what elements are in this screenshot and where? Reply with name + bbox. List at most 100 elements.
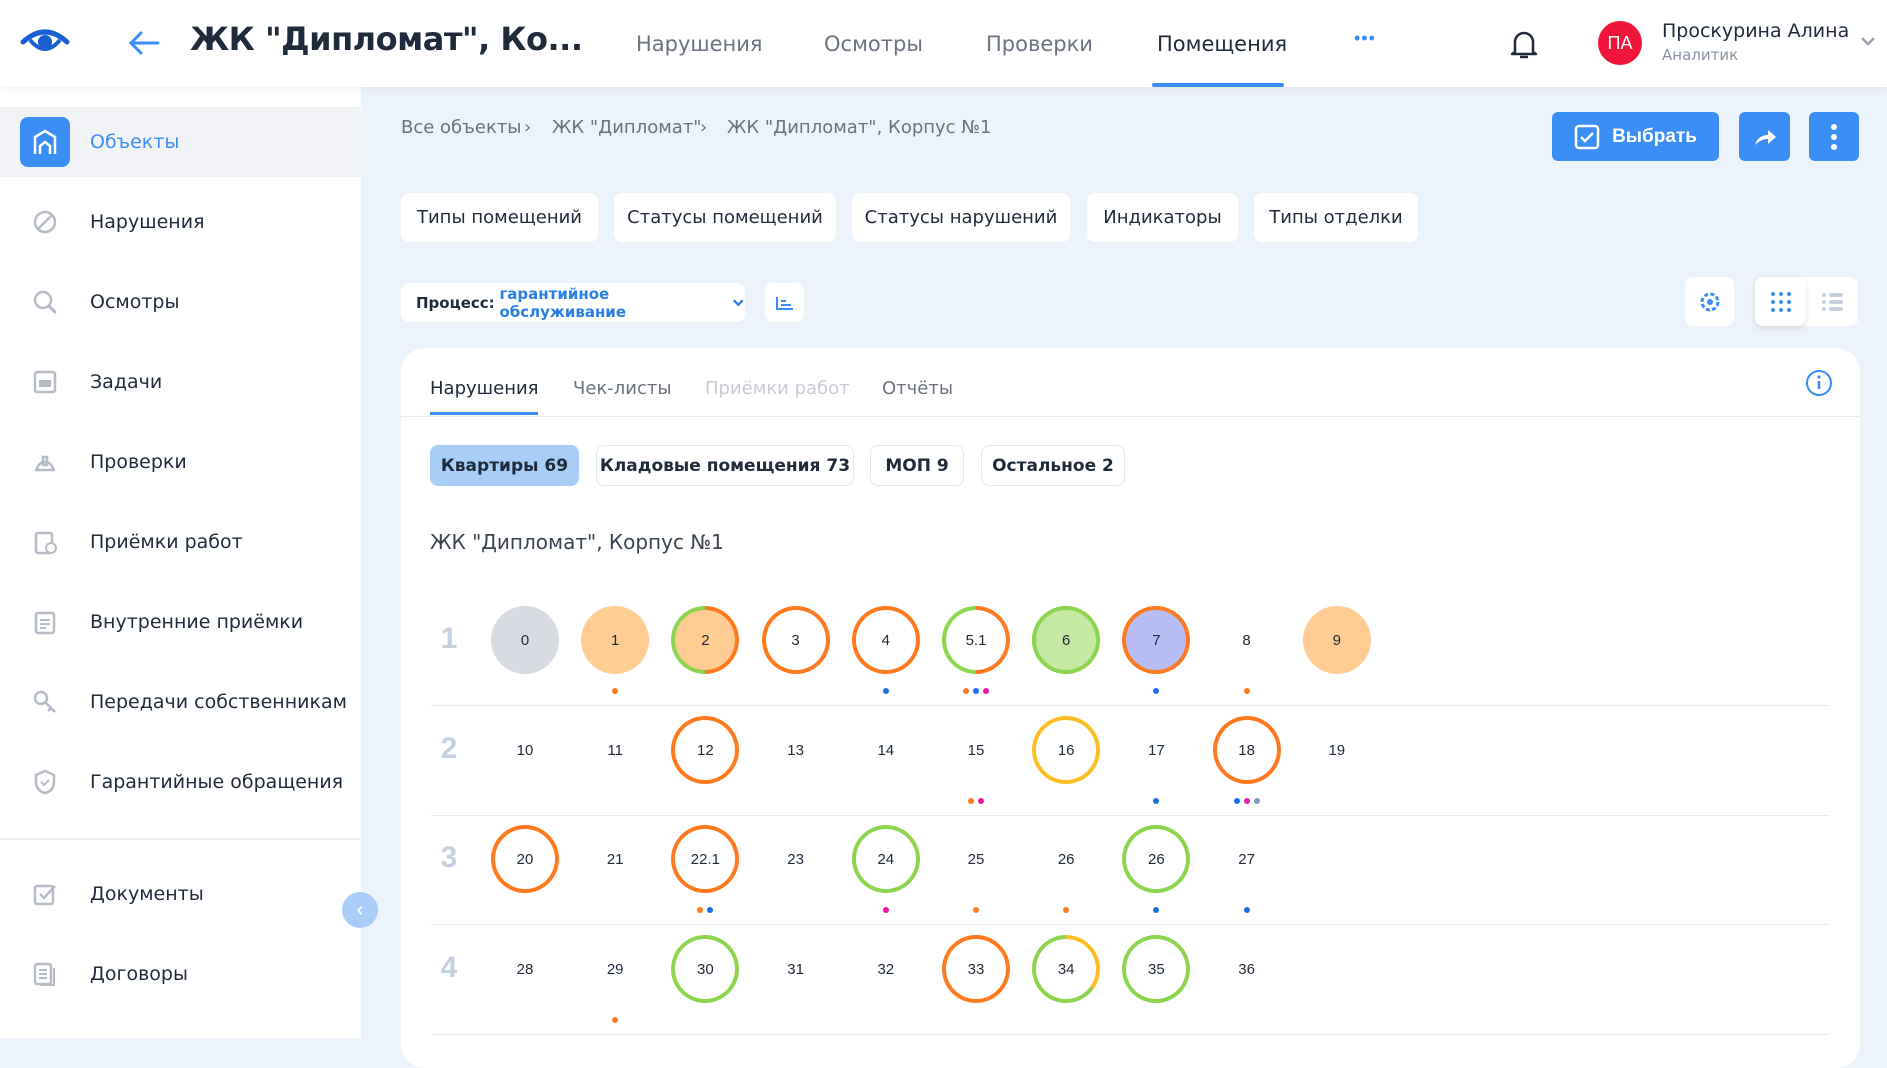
apartment-cell[interactable]: 8 xyxy=(1213,606,1281,674)
apartment-cell[interactable]: 27 xyxy=(1213,825,1281,893)
tab[interactable]: Чек-листы xyxy=(573,378,672,399)
breadcrumb-all-objects[interactable]: Все объекты xyxy=(401,117,522,138)
nav-inspections[interactable]: Осмотры xyxy=(824,32,923,56)
grid-dots-icon xyxy=(1770,291,1791,312)
breadcrumb-separator: › xyxy=(524,117,532,138)
category-chip[interactable]: Квартиры 69 xyxy=(430,445,579,486)
apartment-cell[interactable]: 18 xyxy=(1212,716,1281,784)
apartment-cell[interactable]: 36 xyxy=(1213,935,1281,1003)
apartment-cell[interactable]: 2 xyxy=(671,606,740,674)
nav-violations[interactable]: Нарушения xyxy=(636,32,763,56)
filter-button[interactable]: Статусы нарушений xyxy=(852,193,1070,242)
apartment-cell[interactable]: 26 xyxy=(1122,825,1191,893)
apartment-cell[interactable]: 30 xyxy=(671,935,740,1003)
apartment-cell[interactable]: 26 xyxy=(1032,825,1100,893)
settings-button[interactable] xyxy=(1685,277,1734,326)
apartment-cell[interactable]: 9 xyxy=(1302,606,1371,674)
sidebar-item[interactable]: Приёмки работ xyxy=(0,507,361,577)
eye-logo-icon[interactable] xyxy=(20,28,70,56)
filter-button[interactable]: Типы помещений xyxy=(401,193,598,242)
sidebar-item[interactable]: Проверки xyxy=(0,427,361,497)
nav-premises[interactable]: Помещения xyxy=(1157,32,1288,56)
apartment-cell[interactable]: 33 xyxy=(942,935,1010,1003)
apartment-cell[interactable]: 22.1 xyxy=(671,825,740,893)
indicator-dot-orange xyxy=(697,907,704,913)
apartment-cell[interactable]: 1 xyxy=(581,606,650,674)
back-arrow-icon[interactable] xyxy=(128,30,160,56)
category-chip[interactable]: МОП 9 xyxy=(870,445,964,486)
bell-icon[interactable] xyxy=(1509,28,1539,60)
apartment-cell[interactable]: 16 xyxy=(1032,716,1101,784)
checkbox-icon xyxy=(24,873,66,915)
filter-button[interactable]: Типы отделки xyxy=(1254,193,1418,242)
sidebar-item[interactable]: Внутренние приёмки xyxy=(0,587,361,657)
checkbox-icon xyxy=(1574,124,1600,149)
select-button[interactable]: Выбрать xyxy=(1552,112,1719,161)
apartment-cell[interactable]: 7 xyxy=(1122,606,1191,674)
apartment-cell[interactable]: 15 xyxy=(942,716,1010,784)
documents-icon xyxy=(24,953,66,995)
apartment-cell[interactable]: 11 xyxy=(581,716,649,784)
apartment-cell[interactable]: 31 xyxy=(762,935,830,1003)
apartment-cell[interactable]: 13 xyxy=(762,716,830,784)
indicator-dots xyxy=(852,688,920,694)
sidebar-item[interactable]: Задачи xyxy=(0,347,361,417)
breadcrumb-complex[interactable]: ЖК "Дипломат" xyxy=(552,117,702,138)
apartment-number: 2 xyxy=(675,610,736,670)
apartment-cell[interactable]: 5.1 xyxy=(942,606,1010,674)
category-chip[interactable]: Кладовые помещения 73 xyxy=(596,445,854,486)
apartment-cell[interactable]: 28 xyxy=(491,935,559,1003)
apartment-cell[interactable]: 23 xyxy=(762,825,830,893)
apartment-cell[interactable]: 34 xyxy=(1032,935,1101,1003)
avatar[interactable]: ПА xyxy=(1598,21,1642,65)
sort-button[interactable] xyxy=(765,283,804,322)
apartment-cell[interactable]: 25 xyxy=(942,825,1010,893)
chevron-down-icon[interactable] xyxy=(1860,36,1876,46)
sidebar-item[interactable]: Передачи собственникам xyxy=(0,667,361,737)
collapse-sidebar-button[interactable]: ‹ xyxy=(342,892,378,928)
apartment-number: 35 xyxy=(1126,939,1187,999)
apartment-cell[interactable]: 14 xyxy=(852,716,920,784)
clipboard-check-icon xyxy=(24,521,66,563)
apartment-cell[interactable]: 24 xyxy=(851,825,920,893)
info-icon[interactable] xyxy=(1805,369,1833,397)
apartment-cell[interactable]: 4 xyxy=(851,606,920,674)
apartment-cell[interactable]: 20 xyxy=(491,825,559,893)
apartment-cell[interactable]: 6 xyxy=(1032,606,1101,674)
category-chip[interactable]: Остальное 2 xyxy=(981,445,1125,486)
key-icon xyxy=(24,681,66,723)
list-view-button[interactable] xyxy=(1806,277,1858,326)
indicator-dots xyxy=(852,907,920,913)
tab[interactable]: Нарушения xyxy=(430,378,539,399)
apartment-cell[interactable]: 32 xyxy=(852,935,920,1003)
sidebar-item-label: Приёмки работ xyxy=(90,531,243,553)
sidebar-item[interactable]: Нарушения xyxy=(0,187,361,257)
more-options-button[interactable] xyxy=(1809,112,1859,161)
apartment-cell[interactable]: 10 xyxy=(491,716,559,784)
sidebar-item[interactable]: Документы xyxy=(0,859,361,929)
indicator-dot-orange xyxy=(968,798,974,804)
apartment-cell[interactable]: 0 xyxy=(491,606,559,674)
apartment-cell[interactable]: 35 xyxy=(1122,935,1191,1003)
more-nav-button[interactable]: ••• xyxy=(1354,28,1376,48)
filter-button[interactable]: Статусы помещений xyxy=(614,193,836,242)
task-icon xyxy=(24,361,66,403)
filter-button[interactable]: Индикаторы xyxy=(1087,193,1238,242)
apartment-cell[interactable]: 17 xyxy=(1122,716,1190,784)
sidebar-item[interactable]: Гарантийные обращения xyxy=(0,747,361,817)
tab[interactable]: Отчёты xyxy=(882,378,954,399)
sidebar-item-label: Договоры xyxy=(90,963,188,985)
apartment-number: 30 xyxy=(675,939,736,999)
sidebar-item-objects[interactable]: Объекты xyxy=(0,107,361,177)
share-button[interactable] xyxy=(1739,112,1790,161)
apartment-cell[interactable]: 29 xyxy=(581,935,649,1003)
apartment-cell[interactable]: 19 xyxy=(1303,716,1371,784)
nav-checks[interactable]: Проверки xyxy=(986,32,1093,56)
process-dropdown[interactable]: Процесс: гарантийное обслуживание xyxy=(401,283,745,322)
sidebar-item[interactable]: Осмотры xyxy=(0,267,361,337)
apartment-cell[interactable]: 21 xyxy=(581,825,649,893)
apartment-cell[interactable]: 3 xyxy=(761,606,830,674)
grid-view-button[interactable] xyxy=(1755,277,1806,326)
apartment-cell[interactable]: 12 xyxy=(671,716,740,784)
sidebar-item[interactable]: Договоры xyxy=(0,939,361,1009)
